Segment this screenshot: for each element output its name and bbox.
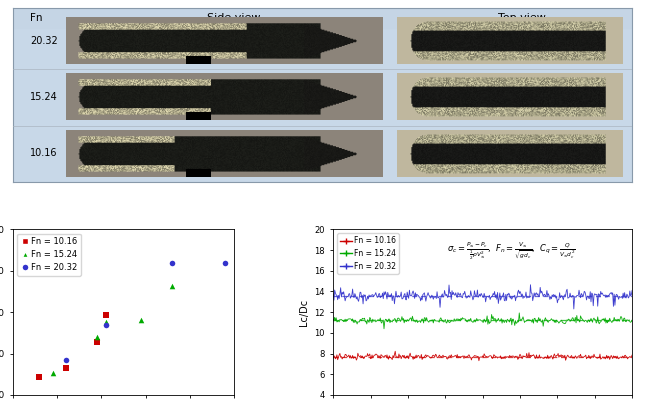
Y-axis label: Lc/Dc: Lc/Dc [299, 299, 309, 326]
Legend: Fn = 10.16, Fn = 15.24, Fn = 20.32: Fn = 10.16, Fn = 15.24, Fn = 20.32 [337, 233, 399, 274]
Text: 15.24: 15.24 [30, 92, 58, 102]
Point [34, 374, 45, 380]
Point [61, 365, 71, 372]
Legend: Fn = 10.16, Fn = 15.24, Fn = 20.32: Fn = 10.16, Fn = 15.24, Fn = 20.32 [17, 234, 81, 276]
Point [221, 259, 231, 266]
Bar [13, 8, 632, 28]
Point [101, 312, 111, 318]
Text: 10.16: 10.16 [30, 148, 57, 158]
Text: $\sigma_c = \frac{P_\infty - P_c}{\frac{1}{2}\rho V_\infty^2}$,  $F_n = \frac{V_: $\sigma_c = \frac{P_\infty - P_c}{\frac{… [447, 241, 576, 262]
Point [101, 322, 111, 328]
Point [92, 339, 102, 345]
Text: 20.32: 20.32 [30, 36, 58, 46]
Point [61, 357, 71, 364]
Text: Side view: Side view [207, 13, 261, 23]
Point [101, 319, 111, 325]
Point [92, 334, 102, 340]
Point [167, 260, 177, 266]
Text: Top view: Top view [498, 13, 546, 23]
Text: Fn: Fn [30, 13, 43, 23]
Point [167, 283, 177, 289]
Point [48, 370, 58, 376]
Point [136, 316, 146, 323]
